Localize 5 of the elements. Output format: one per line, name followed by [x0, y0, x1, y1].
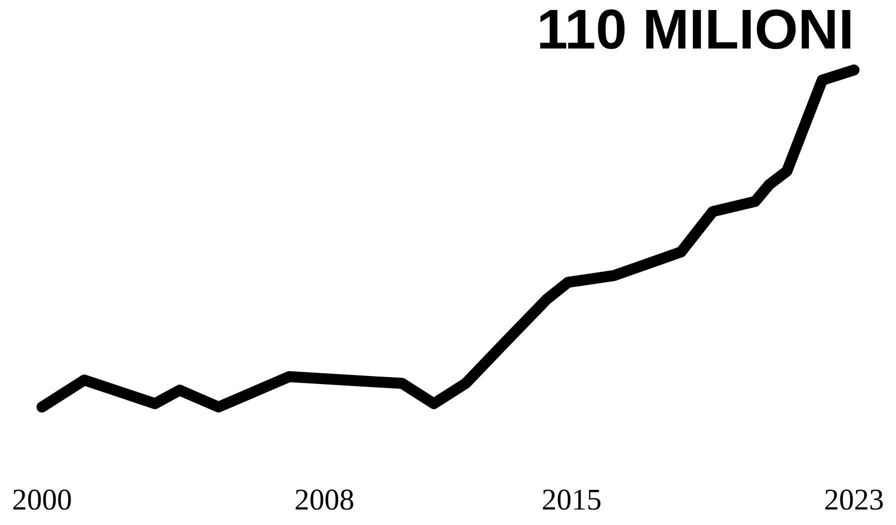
- x-tick-label: 2000: [12, 484, 72, 516]
- x-tick-label: 2008: [294, 484, 354, 516]
- x-tick-label: 2023: [824, 484, 884, 516]
- annotation: 110 MILIONI: [536, 0, 854, 60]
- x-tick-label: 2015: [542, 484, 602, 516]
